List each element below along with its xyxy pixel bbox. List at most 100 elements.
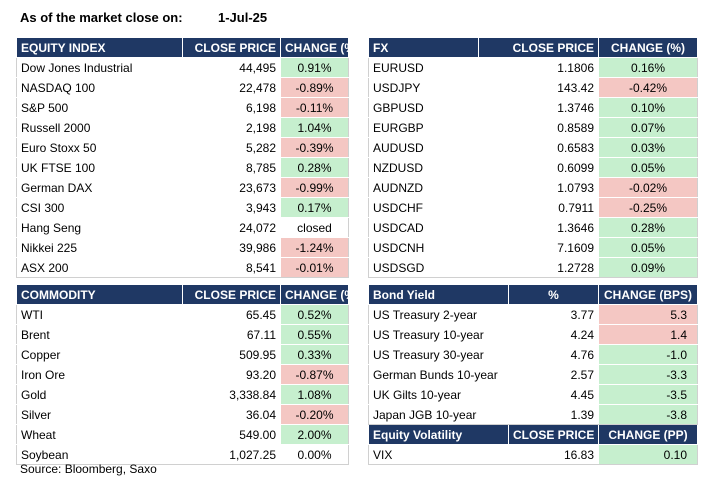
bonds-row-change: -3.8 <box>598 404 698 425</box>
fx-row-price: 0.6099 <box>478 157 599 178</box>
commodity-row-name: Gold <box>16 384 183 405</box>
commodity-row-name: Wheat <box>16 424 183 445</box>
fx-row: NZDUSD 0.6099 0.05% <box>368 157 698 178</box>
fx-row-price: 1.3746 <box>478 97 599 118</box>
fx-row-name: USDCHF <box>368 197 479 218</box>
equity-row-price: 8,541 <box>182 257 281 278</box>
fx-row: USDCHF 0.7911 -0.25% <box>368 197 698 218</box>
commodity-row: Copper 509.95 0.33% <box>16 344 349 365</box>
fx-row-price: 143.42 <box>478 77 599 98</box>
fx-row-price: 7.1609 <box>478 237 599 258</box>
fx-row-change: 0.28% <box>598 217 698 238</box>
commodity-row: Soybean 1,027.25 0.00% <box>16 444 349 465</box>
fx-row-change: 0.03% <box>598 137 698 158</box>
equity-row-price: 23,673 <box>182 177 281 198</box>
equity-row-change: -0.99% <box>280 177 349 198</box>
bonds-row: US Treasury 10-year 4.24 1.4 <box>368 324 698 345</box>
fx-row-name: AUDUSD <box>368 137 479 158</box>
fx-row-change: 0.10% <box>598 97 698 118</box>
fx-row: USDCNH 7.1609 0.05% <box>368 237 698 258</box>
bonds-row-price: 3.77 <box>508 304 599 325</box>
volatility-header-price: CLOSE PRICE <box>508 424 599 445</box>
commodity-row-change: -0.20% <box>280 404 349 425</box>
equity-row-change: -1.24% <box>280 237 349 258</box>
equity-row-change: -0.11% <box>280 97 349 118</box>
commodity-row: Gold 3,338.84 1.08% <box>16 384 349 405</box>
commodity-row-name: Brent <box>16 324 183 345</box>
equity-row-name: German DAX <box>16 177 183 198</box>
commodity-table: COMMODITY CLOSE PRICE CHANGE (%) WTI65.4… <box>16 284 349 465</box>
commodity-row-name: Silver <box>16 404 183 425</box>
equity-header-change: CHANGE (%) <box>280 37 349 58</box>
commodity-header-name: COMMODITY <box>16 284 183 305</box>
fx-row-change: 0.16% <box>598 57 698 78</box>
fx-row-price: 1.3646 <box>478 217 599 238</box>
commodity-row-change: 2.00% <box>280 424 349 445</box>
bonds-row-name: US Treasury 30-year <box>368 344 509 365</box>
bonds-row-change: -3.5 <box>598 384 698 405</box>
commodity-row: Silver 36.04 -0.20% <box>16 404 349 425</box>
equity-row-name: UK FTSE 100 <box>16 157 183 178</box>
volatility-header-name: Equity Volatility <box>368 424 509 445</box>
equity-header-name: EQUITY INDEX <box>16 37 183 58</box>
fx-row-price: 0.7911 <box>478 197 599 218</box>
fx-row-change: -0.42% <box>598 77 698 98</box>
commodity-header-change: CHANGE (%) <box>280 284 349 305</box>
equity-row-change: closed <box>280 217 349 238</box>
fx-row-price: 1.0793 <box>478 177 599 198</box>
bonds-row-name: German Bunds 10-year <box>368 364 509 385</box>
equity-row-price: 24,072 <box>182 217 281 238</box>
bonds-row-name: US Treasury 10-year <box>368 324 509 345</box>
source-note: Source: Bloomberg, Saxo <box>20 462 157 476</box>
fx-row: EURGBP 0.8589 0.07% <box>368 117 698 138</box>
equity-row-name: NASDAQ 100 <box>16 77 183 98</box>
bonds-row-price: 4.45 <box>508 384 599 405</box>
commodity-row-price: 65.45 <box>182 304 281 325</box>
market-close-label: As of the market close on: <box>20 10 183 25</box>
report-header: As of the market close on: 1-Jul-25 <box>20 10 267 25</box>
commodity-row-name: Iron Ore <box>16 364 183 385</box>
bonds-row-name: Japan JGB 10-year <box>368 404 509 425</box>
commodity-row-price: 1,027.25 <box>182 444 281 465</box>
equity-header-price: CLOSE PRICE <box>182 37 281 58</box>
equity-row: S&P 500 6,198 -0.11% <box>16 97 349 118</box>
equity-row: UK FTSE 100 8,785 0.28% <box>16 157 349 178</box>
bonds-row-price: 1.39 <box>508 404 599 425</box>
commodity-row-price: 509.95 <box>182 344 281 365</box>
commodity-row-name: Soybean <box>16 444 183 465</box>
commodity-row-name: Copper <box>16 344 183 365</box>
fx-row-change: 0.09% <box>598 257 698 278</box>
fx-row-name: USDSGD <box>368 257 479 278</box>
equity-row-name: S&P 500 <box>16 97 183 118</box>
bond-yield-table: Bond Yield % CHANGE (BPS) US Treasury 2-… <box>368 284 698 465</box>
fx-row-price: 0.6583 <box>478 137 599 158</box>
commodity-header-price: CLOSE PRICE <box>182 284 281 305</box>
equity-row-change: -0.89% <box>280 77 349 98</box>
equity-row-name: Dow Jones Industrial <box>16 57 183 78</box>
equity-row-change: 0.28% <box>280 157 349 178</box>
equity-row: ASX 200 8,541 -0.01% <box>16 257 349 278</box>
commodity-row-change: 0.33% <box>280 344 349 365</box>
fx-row-price: 1.2728 <box>478 257 599 278</box>
bonds-row: US Treasury 30-year 4.76 -1.0 <box>368 344 698 365</box>
bond-header-name: Bond Yield <box>368 284 509 305</box>
fx-header-change: CHANGE (%) <box>598 37 698 58</box>
fx-row: USDSGD 1.2728 0.09% <box>368 257 698 278</box>
bonds-row: Japan JGB 10-year 1.39 -3.8 <box>368 404 698 425</box>
fx-row: AUDUSD 0.6583 0.03% <box>368 137 698 158</box>
fx-row: GBPUSD 1.3746 0.10% <box>368 97 698 118</box>
commodity-row: Brent 67.11 0.55% <box>16 324 349 345</box>
equity-row: NASDAQ 100 22,478 -0.89% <box>16 77 349 98</box>
fx-header-price: CLOSE PRICE <box>478 37 599 58</box>
commodity-row: Wheat 549.00 2.00% <box>16 424 349 445</box>
commodity-row-price: 36.04 <box>182 404 281 425</box>
fx-row-name: USDCNH <box>368 237 479 258</box>
equity-row-change: -0.01% <box>280 257 349 278</box>
volatility-row-name: VIX <box>368 444 509 465</box>
bonds-row-change: 1.4 <box>598 324 698 345</box>
fx-row-price: 1.1806 <box>478 57 599 78</box>
bonds-row-name: UK Gilts 10-year <box>368 384 509 405</box>
equity-row-change: 0.91% <box>280 57 349 78</box>
fx-header-name: FX <box>368 37 479 58</box>
fx-row-name: USDCAD <box>368 217 479 238</box>
